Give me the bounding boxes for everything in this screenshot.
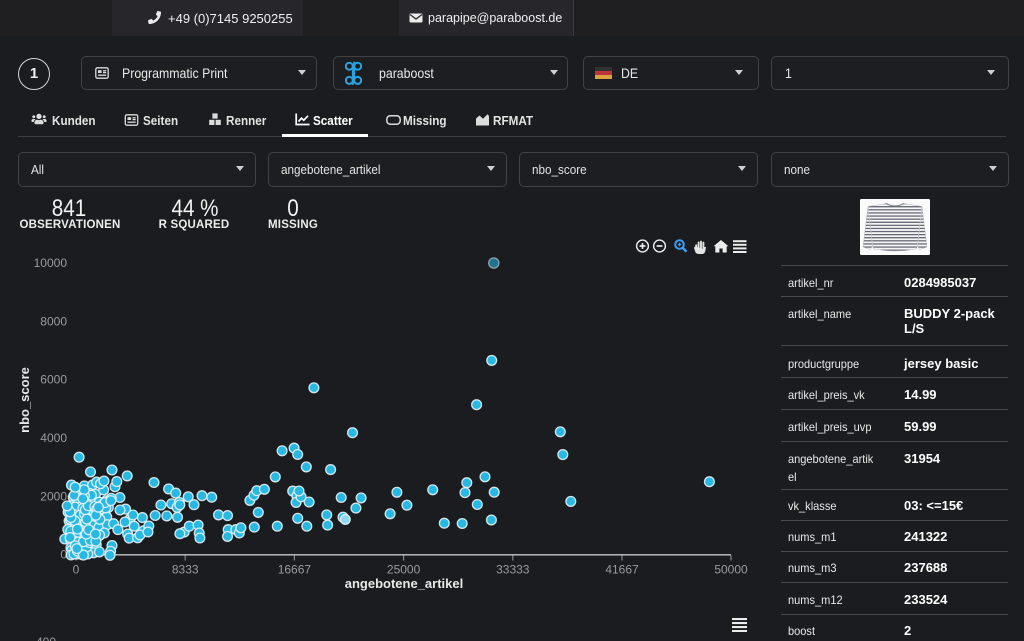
svg-text:10000: 10000: [34, 256, 68, 270]
svg-text:nbo_score: nbo_score: [17, 367, 32, 433]
svg-text:angebotene_artikel: angebotene_artikel: [345, 576, 464, 591]
svg-text:0: 0: [73, 563, 80, 577]
svg-text:0: 0: [60, 548, 67, 562]
svg-text:2000: 2000: [40, 489, 67, 503]
svg-text:25000: 25000: [387, 563, 421, 577]
svg-text:4000: 4000: [40, 431, 67, 445]
svg-text:41667: 41667: [605, 563, 639, 577]
svg-text:8000: 8000: [40, 314, 67, 328]
svg-text:50000: 50000: [714, 563, 748, 577]
svg-text:8333: 8333: [172, 563, 199, 577]
svg-text:16667: 16667: [278, 563, 312, 577]
svg-text:33333: 33333: [496, 563, 530, 577]
svg-text:6000: 6000: [40, 373, 67, 387]
